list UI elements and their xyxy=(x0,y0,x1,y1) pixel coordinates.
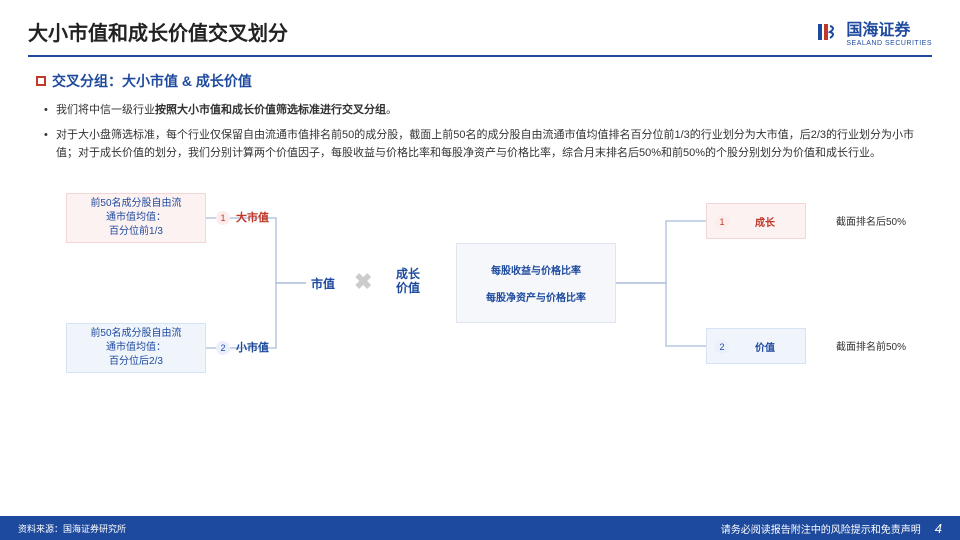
page-title: 大小市值和成长价值交叉划分 xyxy=(28,17,288,46)
badge-1b: 1 xyxy=(715,215,729,229)
section-title-text: 交叉分组：大小市值 & 成长价值 xyxy=(52,71,252,91)
bullet-2: 对于大小盘筛选标准，每个行业仅保留自由流通市值排名前50的成分股，截面上前50名… xyxy=(56,126,924,163)
label-value: 价值 xyxy=(755,339,775,354)
badge-2a: 2 xyxy=(216,341,230,355)
right-bottom-box: 2 价值 xyxy=(706,328,806,364)
bullet-1: 我们将中信一级行业按照大小市值和成长价值筛选标准进行交叉分组。 xyxy=(56,101,924,120)
label-large-cap: 大市值 xyxy=(236,209,269,225)
left-bottom-box: 前50名成分股自由流 通市值均值： 百分位后2/3 xyxy=(66,323,206,373)
badge-1a: 1 xyxy=(216,211,230,225)
square-icon xyxy=(36,76,46,86)
header: 大小市值和成长价值交叉划分 国海证券 SEALAND SECURITIES xyxy=(0,0,960,55)
footer-disclaimer: 请务必阅读报告附注中的风险提示和免责声明 xyxy=(721,521,921,536)
factor-box: 每股收益与价格比率 每股净资产与价格比率 xyxy=(456,243,616,323)
logo-icon xyxy=(816,20,840,44)
footer: 资料来源：国海证券研究所 请务必阅读报告附注中的风险提示和免责声明 4 xyxy=(0,516,960,540)
label-small-cap: 小市值 xyxy=(236,339,269,355)
center-growth-value: 成长 价值 xyxy=(396,267,420,296)
right-top-box: 1 成长 xyxy=(706,203,806,239)
section: 交叉分组：大小市值 & 成长价值 我们将中信一级行业按照大小市值和成长价值筛选标… xyxy=(0,57,960,413)
badge-2b: 2 xyxy=(715,340,729,354)
left-top-box: 前50名成分股自由流 通市值均值： 百分位前1/3 xyxy=(66,193,206,243)
page-number: 4 xyxy=(935,521,942,536)
footer-source: 资料来源：国海证券研究所 xyxy=(18,522,126,535)
diagram: 前50名成分股自由流 通市值均值： 百分位前1/3 1 大市值 前50名成分股自… xyxy=(36,183,924,413)
right-bottom-text: 截面排名前50% xyxy=(836,338,906,353)
label-growth: 成长 xyxy=(755,214,775,229)
center-market-cap: 市值 xyxy=(311,275,335,292)
logo: 国海证券 SEALAND SECURITIES xyxy=(816,16,932,47)
logo-cn: 国海证券 xyxy=(846,16,932,40)
section-title: 交叉分组：大小市值 & 成长价值 xyxy=(36,71,924,91)
factor-2: 每股净资产与价格比率 xyxy=(486,289,586,304)
logo-en: SEALAND SECURITIES xyxy=(846,40,932,47)
right-top-text: 截面排名后50% xyxy=(836,213,906,228)
cross-icon: ✖ xyxy=(354,269,372,295)
factor-1: 每股收益与价格比率 xyxy=(491,262,581,277)
bullet-list: 我们将中信一级行业按照大小市值和成长价值筛选标准进行交叉分组。 对于大小盘筛选标… xyxy=(36,101,924,163)
